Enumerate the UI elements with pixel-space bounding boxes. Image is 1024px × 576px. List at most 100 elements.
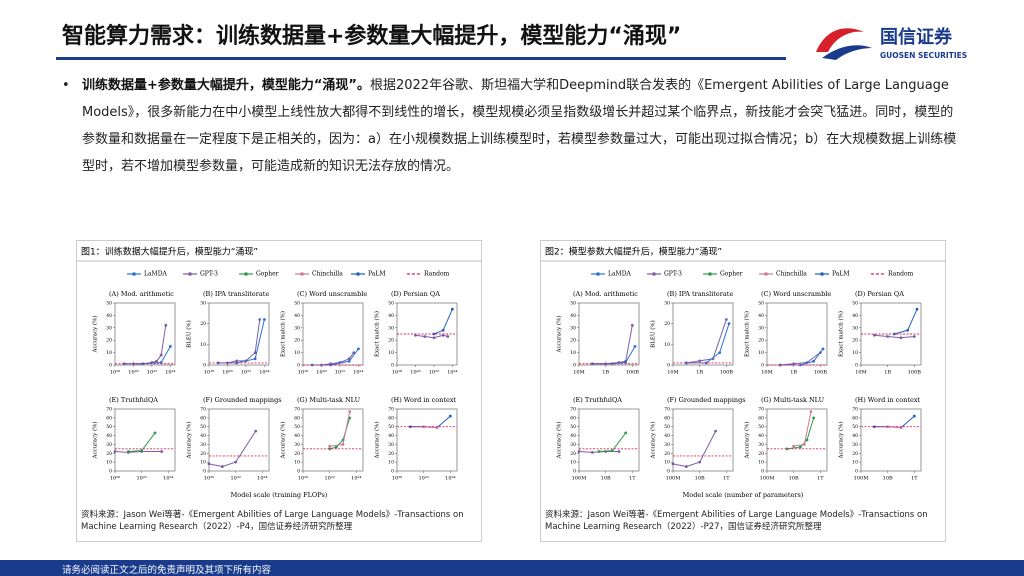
series-line bbox=[793, 411, 812, 447]
series-line bbox=[780, 348, 824, 366]
y-tick-label: 30 bbox=[294, 325, 300, 331]
y-tick-label: 20 bbox=[294, 338, 300, 344]
panel-frame bbox=[578, 408, 640, 472]
y-tick-label: 40 bbox=[570, 433, 576, 439]
logo: 国信证券 GUOSEN SECURITIES bbox=[816, 26, 967, 60]
y-tick-label: 50 bbox=[106, 301, 112, 307]
y-tick-label: 70 bbox=[200, 407, 206, 413]
series-point bbox=[160, 450, 164, 453]
series-point bbox=[220, 465, 224, 468]
y-tick-label: 60 bbox=[570, 415, 576, 421]
series-line bbox=[592, 346, 636, 365]
x-tick-label: 10²⁰ bbox=[204, 476, 214, 482]
x-tick-label: 10²⁴ bbox=[351, 476, 361, 482]
x-tick-label: 10²² bbox=[147, 370, 157, 376]
series-point bbox=[617, 450, 621, 453]
y-tick-label: 40 bbox=[852, 433, 858, 439]
y-tick-label: 10 bbox=[664, 460, 670, 466]
bullet-marker: • bbox=[62, 78, 70, 93]
series-line bbox=[133, 325, 167, 365]
series-point bbox=[234, 460, 238, 464]
y-tick-label: 20 bbox=[388, 338, 394, 344]
x-tick-label: 10¹⁸ bbox=[392, 370, 402, 376]
y-tick-label: 20 bbox=[106, 451, 112, 457]
figure-chart: 图1：训练数据大幅提升后，模型能力“涌现” LaMDA GPT-3 Gopher Chi… bbox=[77, 246, 481, 499]
legend-label: LaMDA bbox=[608, 271, 632, 278]
y-tick-label: 60 bbox=[200, 415, 206, 421]
legend-marker bbox=[300, 272, 304, 276]
panel-title: (F) Grounded mappings bbox=[667, 396, 746, 404]
y-axis-label: BLEU (%) bbox=[650, 320, 657, 348]
figure-chart: 图2：模型参数大幅提升后，模型能力“涌现” LaMDA GPT-3 Gopher Chi… bbox=[541, 246, 945, 499]
series-point bbox=[113, 450, 117, 453]
y-tick-label: 30 bbox=[570, 325, 576, 331]
series-point bbox=[590, 362, 594, 366]
y-tick-label: 10 bbox=[200, 460, 206, 466]
series-point bbox=[356, 347, 360, 351]
panel-title: (G) Multi-task NLU bbox=[297, 396, 361, 404]
legend-label: PaLM bbox=[832, 271, 849, 278]
x-tick-label: 10²⁰ bbox=[392, 476, 402, 482]
panel-title: (H) Word in context bbox=[855, 396, 920, 404]
y-tick-label: 50 bbox=[106, 424, 112, 430]
y-tick-label: 30 bbox=[664, 301, 670, 307]
y-tick-label: 0 bbox=[855, 363, 858, 369]
x-tick-label: 10²² bbox=[241, 370, 251, 376]
panel-frame bbox=[672, 408, 734, 472]
legend-marker bbox=[596, 272, 600, 276]
panel-title: (E) TruthfulQA bbox=[573, 396, 622, 404]
series-line bbox=[592, 325, 633, 365]
footer: 请务必阅读正文之后的免责声明及其项下所有内容 bbox=[0, 560, 1024, 576]
series-point bbox=[254, 429, 258, 433]
series-point bbox=[235, 361, 239, 365]
logo-mark-red bbox=[816, 28, 864, 52]
series-point bbox=[727, 322, 731, 326]
y-axis-label: BLEU (%) bbox=[186, 320, 193, 348]
series-point bbox=[216, 361, 220, 365]
y-tick-label: 20 bbox=[570, 338, 576, 344]
y-axis-label: Exact match (%) bbox=[374, 311, 381, 357]
x-tick-label: 10²² bbox=[418, 476, 428, 482]
x-tick-label: 10²⁴ bbox=[447, 370, 457, 376]
legend-label: Gopher bbox=[720, 271, 743, 278]
y-tick-label: 10 bbox=[388, 350, 394, 356]
panel-frame bbox=[114, 408, 176, 472]
series-point bbox=[168, 345, 172, 348]
panel-frame bbox=[396, 408, 458, 472]
y-tick-label: 0 bbox=[297, 363, 300, 369]
y-tick-label: 50 bbox=[570, 424, 576, 430]
y-tick-label: 10 bbox=[570, 350, 576, 356]
y-axis-label: Accuracy (%) bbox=[374, 421, 381, 459]
y-tick-label: 30 bbox=[758, 325, 764, 331]
series-point bbox=[872, 333, 876, 337]
x-tick-label: 100B bbox=[814, 370, 828, 376]
legend-marker bbox=[188, 272, 192, 276]
series-line bbox=[672, 430, 717, 468]
y-axis-label: Exact match (%) bbox=[838, 311, 845, 357]
panel-frame bbox=[766, 408, 828, 472]
y-tick-label: 40 bbox=[294, 433, 300, 439]
x-tick-label: 10²⁴ bbox=[353, 370, 363, 376]
series-point bbox=[590, 451, 594, 454]
y-tick-label: 30 bbox=[852, 442, 858, 448]
figure-source: 资料来源：Jason Wei等著-《Emergent Abilities of … bbox=[81, 510, 464, 532]
y-tick-label: 30 bbox=[758, 442, 764, 448]
panel-frame bbox=[578, 302, 640, 366]
series-line bbox=[124, 346, 171, 365]
y-axis-label: Accuracy (%) bbox=[838, 421, 845, 459]
y-tick-label: 50 bbox=[758, 424, 764, 430]
panel-frame bbox=[208, 408, 270, 472]
y-tick-label: 60 bbox=[852, 415, 858, 421]
x-tick-label: 100M bbox=[666, 476, 681, 482]
y-tick-label: 0 bbox=[391, 363, 394, 369]
y-tick-label: 0 bbox=[297, 469, 300, 475]
y-tick-label: 30 bbox=[664, 442, 670, 448]
y-tick-label: 30 bbox=[106, 442, 112, 448]
y-tick-label: 10 bbox=[664, 342, 670, 348]
panel-title: (C) Word unscramble bbox=[761, 290, 831, 298]
panel-frame bbox=[860, 408, 922, 472]
series-point bbox=[347, 359, 351, 363]
x-tick-label: 10²⁰ bbox=[110, 476, 120, 482]
y-tick-label: 10 bbox=[294, 350, 300, 356]
y-tick-label: 0 bbox=[109, 363, 112, 369]
